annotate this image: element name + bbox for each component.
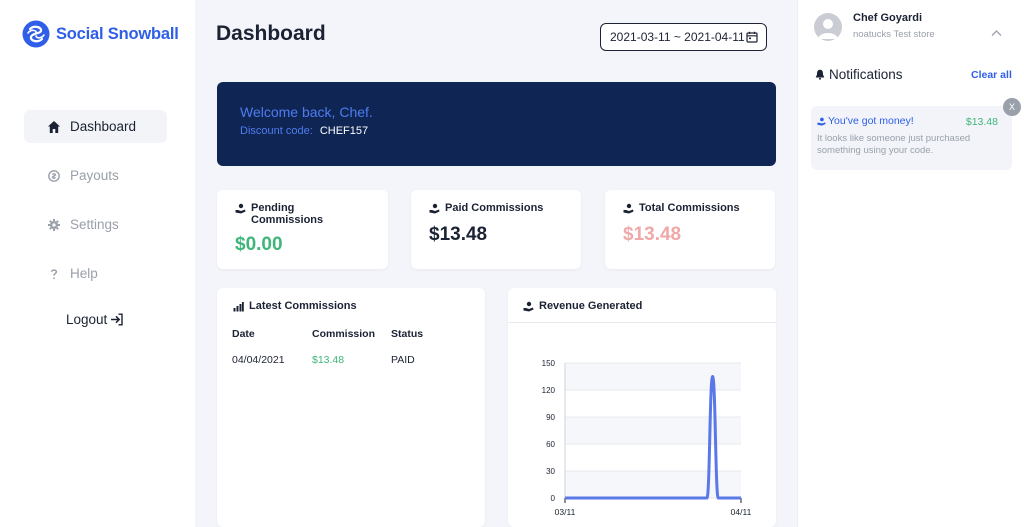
grid-band <box>565 471 741 498</box>
welcome-banner: Welcome back, Chef. Discount code: CHEF1… <box>217 82 776 166</box>
latest-commissions-panel: Latest Commissions Date Commission Statu… <box>217 288 485 527</box>
cell-commission: $13.48 <box>312 354 345 366</box>
notification-close-button[interactable]: X <box>1003 98 1021 116</box>
hand-coin-icon <box>817 117 826 126</box>
panel-title: Latest Commissions <box>249 300 357 312</box>
chevron-up-icon[interactable] <box>991 29 1002 37</box>
question-icon <box>47 267 61 281</box>
notification-amount: $13.48 <box>965 116 998 128</box>
column-header-date: Date <box>232 328 255 340</box>
gear-icon <box>47 218 61 232</box>
y-tick-label: 30 <box>546 467 555 476</box>
table-row: 04/04/2021 $13.48 PAID <box>232 342 423 366</box>
date-range-value: 2021-03-11 ~ 2021-04-11 <box>610 30 745 44</box>
calendar-icon <box>746 31 758 43</box>
page-title: Dashboard <box>216 22 326 45</box>
stat-label: Total Commissions <box>639 202 740 214</box>
sidebar: Social Snowball Dashboard Payouts Settin… <box>0 0 195 527</box>
stat-value: $13.48 <box>429 224 488 245</box>
snowball-logo-icon <box>22 20 50 48</box>
welcome-title: Welcome back, Chef. <box>240 104 373 120</box>
stat-label: Paid Commissions <box>445 202 544 214</box>
hand-coin-icon <box>623 203 634 214</box>
user-name: Chef Goyardi <box>853 12 923 24</box>
sidebar-item-label: Dashboard <box>70 119 137 134</box>
logout-label: Logout <box>66 312 108 327</box>
y-tick-label: 150 <box>542 359 556 368</box>
hand-coin-icon <box>523 301 534 311</box>
hand-coin-icon <box>235 203 246 214</box>
panel-title: Revenue Generated <box>539 300 643 312</box>
table-header-row: Date Commission Status <box>232 326 423 342</box>
y-tick-label: 120 <box>542 386 556 395</box>
discount-code-value: CHEF157 <box>319 125 369 137</box>
notification-body: It looks like someone just purchased som… <box>817 133 971 156</box>
sidebar-item-label: Settings <box>70 217 119 232</box>
grid-band <box>565 417 741 444</box>
sidebar-item-help[interactable]: Help <box>24 257 167 290</box>
column-header-status: Status <box>391 328 424 340</box>
stat-label-row: Total Commissions <box>623 202 757 214</box>
discount-code-line: Discount code: CHEF157 <box>240 125 753 137</box>
clear-all-button[interactable]: Clear all <box>971 69 1012 81</box>
panel-header: Revenue Generated <box>508 288 776 323</box>
user-store: noatucks Test store <box>853 29 935 40</box>
avatar[interactable] <box>814 13 842 41</box>
notifications-title: Notifications <box>815 67 903 82</box>
user-avatar-icon <box>818 19 838 39</box>
paid-commissions-card: Paid Commissions $13.48 <box>411 190 581 269</box>
sidebar-item-settings[interactable]: Settings <box>24 208 167 241</box>
column-header-commission: Commission <box>312 328 376 340</box>
date-range-picker[interactable]: 2021-03-11 ~ 2021-04-11 <box>600 23 767 51</box>
notification-item[interactable]: You've got money! $13.48 It looks like s… <box>811 106 1012 170</box>
notification-head: You've got money! <box>817 115 1006 127</box>
commissions-table: Date Commission Status 04/04/2021 $13.48… <box>232 326 423 366</box>
brand-name: Social Snowball <box>56 24 179 43</box>
stat-label-row: Paid Commissions <box>429 202 563 214</box>
stat-value: $0.00 <box>235 234 283 255</box>
stat-label: Pending Commissions <box>251 202 324 226</box>
right-panel: Chef Goyardi noatucks Test store Notific… <box>797 0 1024 527</box>
y-tick-label: 0 <box>551 494 556 503</box>
payouts-icon <box>47 169 61 183</box>
sidebar-item-label: Help <box>70 266 98 281</box>
discount-code-label: Discount code: <box>240 125 313 137</box>
pending-commissions-card: Pending Commissions $0.00 <box>217 190 388 269</box>
sidebar-item-dashboard[interactable]: Dashboard <box>24 110 167 143</box>
stat-label-row: Pending Commissions <box>235 202 370 226</box>
cell-status: PAID <box>391 354 415 366</box>
y-tick-label: 90 <box>546 413 555 422</box>
logout-button[interactable]: Logout <box>66 312 123 327</box>
logout-icon <box>111 313 123 326</box>
hand-coin-icon <box>429 203 440 214</box>
revenue-chart: 0 30 60 90 120 150 03/11 04/11 <box>542 359 752 517</box>
brand-logo[interactable]: Social Snowball <box>22 20 179 48</box>
home-icon <box>47 120 61 134</box>
bar-chart-icon <box>233 301 244 311</box>
sidebar-item-payouts[interactable]: Payouts <box>24 159 167 192</box>
panel-header: Latest Commissions <box>233 300 469 312</box>
x-tick-label: 04/11 <box>731 507 752 517</box>
y-tick-label: 60 <box>546 440 555 449</box>
sidebar-nav: Dashboard Payouts Settings Help <box>24 110 167 306</box>
stat-value: $13.48 <box>623 224 682 245</box>
x-tick-label: 03/11 <box>555 507 576 517</box>
notification-title: You've got money! <box>828 115 914 127</box>
bell-icon <box>815 69 825 80</box>
total-commissions-card: Total Commissions $13.48 <box>605 190 775 269</box>
notifications-title-text: Notifications <box>829 67 903 82</box>
revenue-panel: Revenue Generated 0 30 60 90 120 150 03/11 04/1… <box>508 288 776 527</box>
sidebar-item-label: Payouts <box>70 168 119 183</box>
series-line <box>565 375 741 500</box>
cell-date: 04/04/2021 <box>232 354 285 366</box>
